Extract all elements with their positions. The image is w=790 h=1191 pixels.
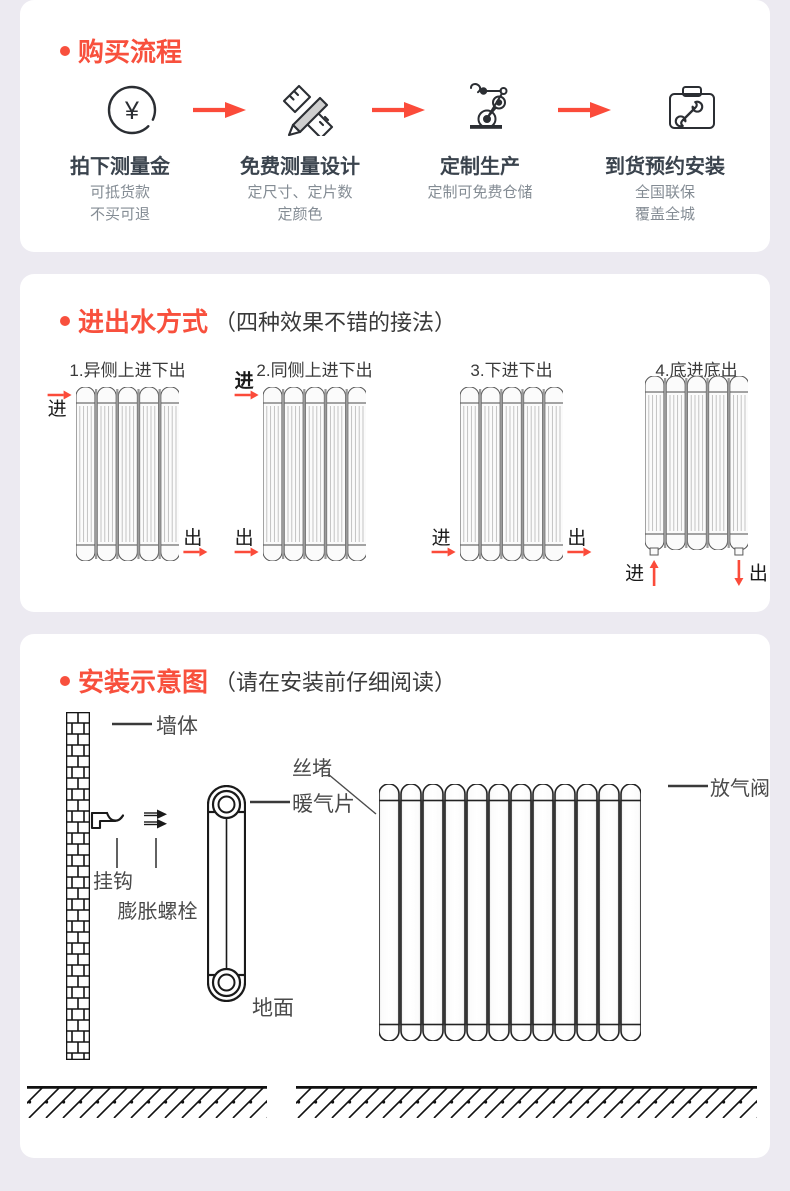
- svg-text:¥: ¥: [124, 97, 139, 125]
